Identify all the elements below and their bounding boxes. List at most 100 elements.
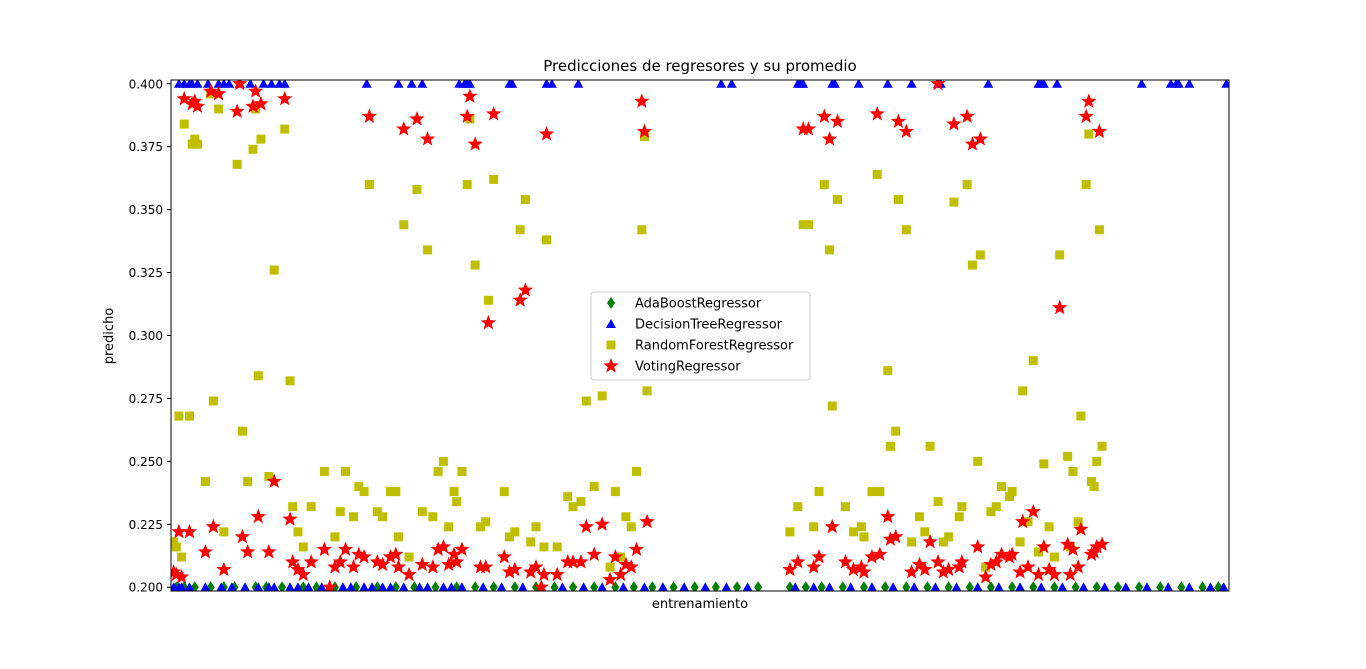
point-star-3-91 <box>811 549 827 564</box>
point-square-2-127 <box>1007 487 1017 497</box>
point-square-2-49 <box>438 456 448 466</box>
point-square-2-103 <box>883 366 893 376</box>
point-star-3-61 <box>496 549 512 564</box>
point-triangle-1-99 <box>909 582 920 591</box>
point-star-3-85 <box>639 513 655 529</box>
point-square-2-120 <box>973 456 983 466</box>
point-square-2-85 <box>642 386 652 396</box>
point-square-2-125 <box>997 482 1007 492</box>
point-triangle-1-72 <box>385 582 396 591</box>
point-square-2-65 <box>520 195 530 205</box>
point-star-3-18 <box>248 83 264 98</box>
point-star-3-10 <box>203 83 219 98</box>
point-triangle-1-86 <box>618 582 629 591</box>
legend-label: VotingRegressor <box>635 360 741 375</box>
point-square-2-24 <box>285 376 295 386</box>
point-square-2-1 <box>171 542 181 552</box>
point-star-3-136 <box>1052 299 1068 315</box>
point-triangle-1-93 <box>790 582 801 591</box>
point-star-3-62 <box>501 564 518 579</box>
point-square-2-97 <box>848 527 858 537</box>
legend-label: DecisionTreeRegressor <box>635 318 783 333</box>
point-triangle-1-71 <box>377 582 388 591</box>
point-diamond-0-52 <box>1177 581 1186 591</box>
point-diamond-0-39 <box>902 581 911 591</box>
point-triangle-1-69 <box>359 582 369 591</box>
point-square-2-137 <box>1063 451 1073 461</box>
point-triangle-1-45 <box>1136 80 1147 88</box>
point-star-3-107 <box>898 123 914 139</box>
point-star-3-135 <box>1046 566 1063 582</box>
point-square-2-50 <box>444 522 454 532</box>
point-star-3-143 <box>1081 93 1097 108</box>
point-square-2-14 <box>232 159 242 169</box>
point-star-3-151 <box>930 80 946 91</box>
point-diamond-0-25 <box>611 581 620 591</box>
point-star-3-83 <box>634 93 650 108</box>
point-square-2-113 <box>938 537 948 547</box>
point-square-2-40 <box>391 487 401 497</box>
legend-marker-diamond <box>607 297 615 309</box>
point-star-3-98 <box>853 559 869 574</box>
point-triangle-1-111 <box>1163 582 1174 591</box>
point-star-3-134 <box>1041 561 1057 577</box>
point-triangle-1-80 <box>496 582 507 591</box>
point-triangle-1-44 <box>1052 80 1063 88</box>
point-diamond-0-51 <box>1156 581 1165 591</box>
point-star-3-25 <box>285 554 301 569</box>
point-square-2-116 <box>954 512 964 522</box>
point-square-2-47 <box>428 512 438 522</box>
point-star-3-125 <box>993 546 1010 561</box>
point-star-3-147 <box>1091 123 1107 139</box>
point-triangle-1-49 <box>1184 80 1195 88</box>
point-diamond-0-30 <box>711 581 720 591</box>
y-axis: 0.200 0.225 0.250 0.275 0.300 0.325 0.350 0.375… <box>129 77 171 595</box>
point-star-3-43 <box>401 566 417 582</box>
point-star-3-140 <box>1070 559 1086 574</box>
point-triangle-1-106 <box>1057 582 1068 591</box>
point-star-3-52 <box>449 554 465 569</box>
point-triangle-1-62 <box>285 582 295 591</box>
point-square-2-75 <box>589 482 599 492</box>
series-randomforestregressor <box>171 89 1107 572</box>
point-star-3-26 <box>290 561 306 577</box>
point-square-2-30 <box>330 532 340 542</box>
point-triangle-1-22 <box>464 80 475 88</box>
point-star-3-50 <box>441 556 457 572</box>
point-square-2-9 <box>200 477 210 486</box>
point-square-2-111 <box>925 441 935 451</box>
point-square-2-84 <box>639 132 649 142</box>
point-star-3-148 <box>1094 536 1110 551</box>
point-star-3-11 <box>205 518 221 534</box>
point-star-3-95 <box>829 113 846 129</box>
y-axis-label: predicho <box>102 308 117 365</box>
point-triangle-1-104 <box>1015 582 1025 591</box>
point-triangle-1-107 <box>1078 582 1089 591</box>
point-star-3-64 <box>512 292 528 307</box>
point-square-2-12 <box>214 104 224 114</box>
point-star-3-142 <box>1078 108 1094 123</box>
point-star-3-35 <box>356 549 372 564</box>
point-star-3-39 <box>382 549 399 564</box>
point-triangle-1-110 <box>1142 582 1152 591</box>
point-star-3-106 <box>890 113 906 129</box>
point-square-2-91 <box>814 487 824 497</box>
point-star-3-108 <box>903 564 920 579</box>
point-diamond-0-49 <box>1113 581 1122 591</box>
point-square-2-27 <box>298 542 308 552</box>
point-star-3-75 <box>586 546 602 561</box>
point-star-3-137 <box>1060 536 1076 551</box>
point-star-3-152 <box>232 80 248 91</box>
point-star-3-150 <box>533 579 549 591</box>
point-star-3-58 <box>478 559 494 574</box>
point-square-2-101 <box>872 169 882 179</box>
point-star-3-37 <box>369 554 385 569</box>
point-star-3-76 <box>594 516 610 531</box>
point-star-3-13 <box>216 561 232 577</box>
point-star-3-123 <box>983 556 999 572</box>
point-diamond-0-44 <box>1008 581 1017 591</box>
point-diamond-0-50 <box>1135 581 1144 591</box>
point-square-2-58 <box>481 517 491 527</box>
point-square-2-94 <box>827 401 837 411</box>
